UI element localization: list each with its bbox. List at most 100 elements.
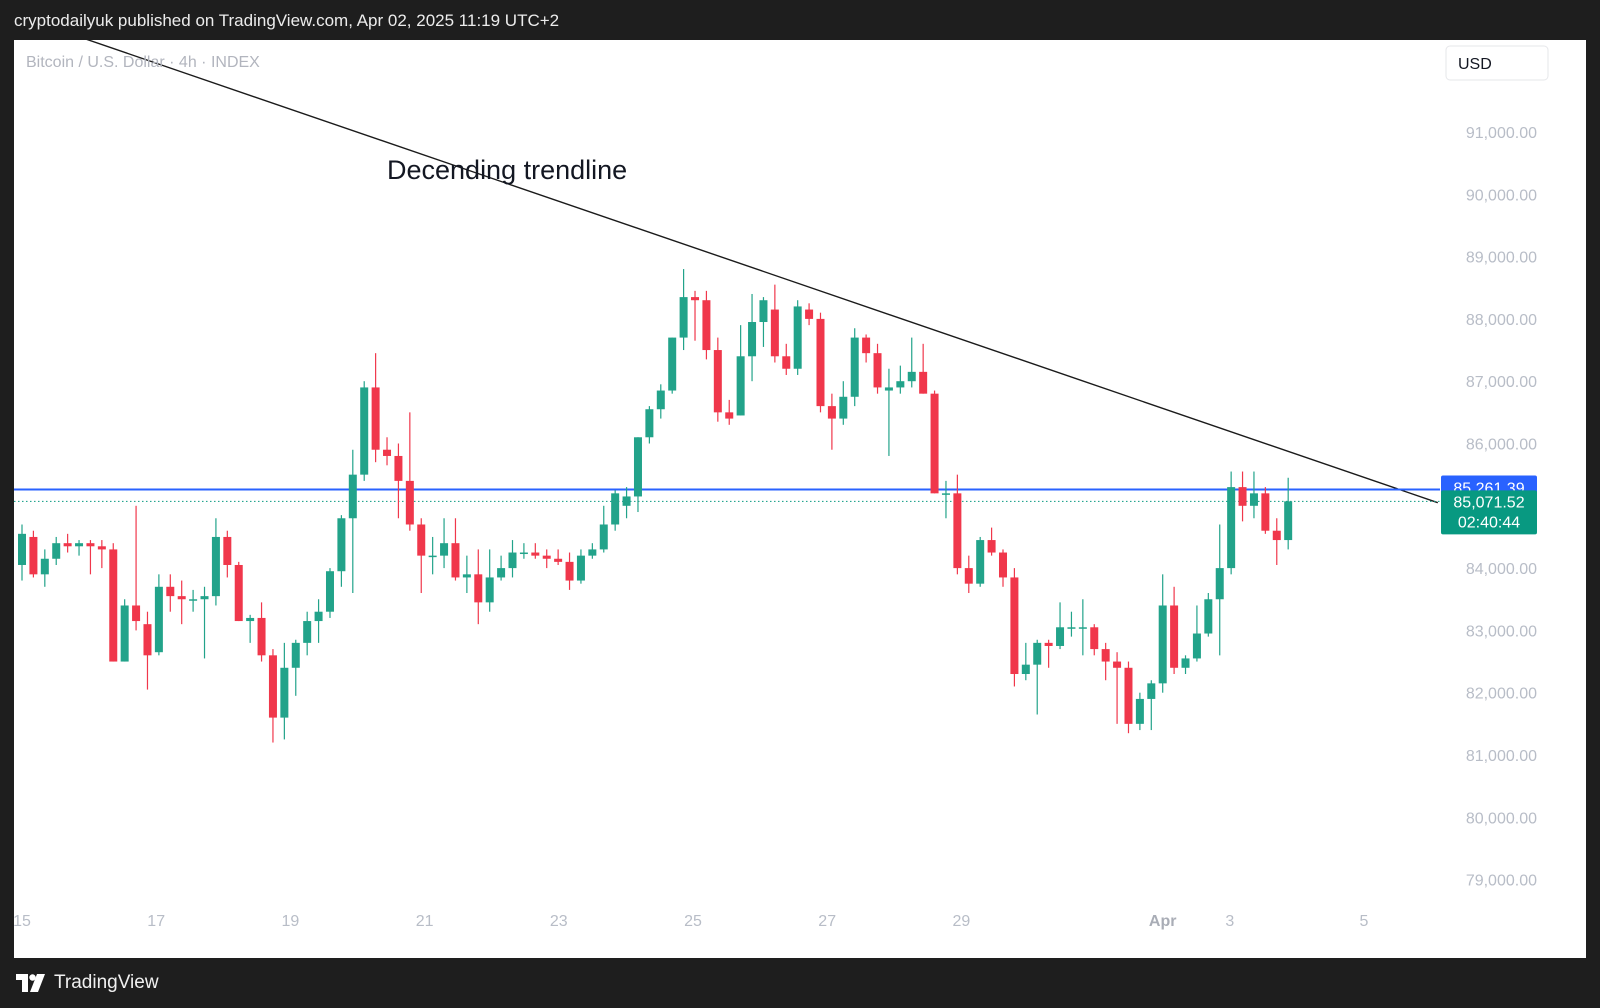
- candlestick-chart[interactable]: Decending trendline 85,261.3985,071.5202…: [14, 40, 1586, 958]
- candle-down[interactable]: [166, 574, 175, 612]
- candle-up[interactable]: [1067, 611, 1076, 637]
- candle-up[interactable]: [599, 505, 608, 553]
- candle-up[interactable]: [497, 555, 506, 581]
- candle-up[interactable]: [976, 536, 985, 587]
- candle-down[interactable]: [29, 530, 38, 578]
- candle-up[interactable]: [1135, 692, 1144, 731]
- chart-panel[interactable]: Decending trendline 85,261.39 85,071.52 02…: [14, 40, 1586, 958]
- candle-down[interactable]: [953, 474, 962, 575]
- currency-button[interactable]: USD: [1445, 45, 1549, 81]
- candle-down[interactable]: [1238, 471, 1247, 522]
- candle-down[interactable]: [1090, 624, 1099, 656]
- candle-up[interactable]: [325, 568, 334, 618]
- candle-down[interactable]: [1113, 652, 1122, 724]
- candle-up[interactable]: [633, 437, 642, 513]
- candle-down[interactable]: [782, 343, 791, 375]
- candle-up[interactable]: [462, 555, 471, 594]
- candle-up[interactable]: [793, 300, 802, 375]
- candle-down[interactable]: [394, 443, 403, 519]
- candle-up[interactable]: [1181, 655, 1190, 675]
- candle-down[interactable]: [805, 303, 814, 326]
- candle-down[interactable]: [554, 549, 563, 565]
- candle-up[interactable]: [1021, 642, 1030, 681]
- candle-down[interactable]: [97, 540, 106, 569]
- candle-down[interactable]: [702, 290, 711, 360]
- candle-up[interactable]: [337, 515, 346, 587]
- candle-up[interactable]: [941, 480, 950, 519]
- candle-down[interactable]: [417, 518, 426, 594]
- candle-up[interactable]: [1204, 593, 1213, 637]
- candle-up[interactable]: [736, 325, 745, 416]
- candle-up[interactable]: [576, 549, 585, 584]
- candle-down[interactable]: [827, 393, 836, 450]
- candle-up[interactable]: [656, 384, 665, 419]
- candle-up[interactable]: [348, 449, 357, 594]
- candle-up[interactable]: [850, 328, 859, 407]
- candle-up[interactable]: [154, 574, 163, 656]
- candle-down[interactable]: [223, 530, 232, 578]
- candle-up[interactable]: [303, 611, 312, 656]
- candle-down[interactable]: [531, 543, 540, 559]
- candle-up[interactable]: [120, 599, 129, 662]
- candle-up[interactable]: [1227, 471, 1236, 575]
- candle-up[interactable]: [588, 543, 597, 559]
- candle-up[interactable]: [1056, 602, 1065, 650]
- candle-down[interactable]: [713, 337, 722, 422]
- candle-up[interactable]: [200, 586, 209, 659]
- candle-up[interactable]: [1215, 524, 1224, 656]
- candle-down[interactable]: [132, 505, 141, 631]
- candle-up[interactable]: [18, 524, 26, 581]
- candle-up[interactable]: [1078, 599, 1087, 656]
- candle-up[interactable]: [428, 536, 437, 575]
- candle-down[interactable]: [63, 533, 72, 553]
- candle-up[interactable]: [211, 518, 220, 606]
- candle-down[interactable]: [1124, 661, 1133, 734]
- candle-down[interactable]: [816, 312, 825, 413]
- candle-down[interactable]: [405, 412, 414, 531]
- candle-down[interactable]: [987, 527, 996, 556]
- candle-up[interactable]: [485, 549, 494, 612]
- candle-down[interactable]: [86, 540, 95, 575]
- candle-up[interactable]: [679, 269, 688, 351]
- candle-up[interactable]: [1249, 471, 1258, 519]
- candle-up[interactable]: [896, 365, 905, 394]
- candle-down[interactable]: [143, 611, 152, 690]
- candle-up[interactable]: [360, 381, 369, 481]
- candle-down[interactable]: [542, 549, 551, 569]
- candle-up[interactable]: [280, 642, 289, 740]
- candle-up[interactable]: [645, 406, 654, 444]
- candle-up[interactable]: [1192, 605, 1201, 662]
- candle-up[interactable]: [1284, 477, 1293, 550]
- candle-up[interactable]: [907, 337, 916, 388]
- candle-up[interactable]: [839, 381, 848, 425]
- candle-down[interactable]: [371, 353, 380, 463]
- candle-down[interactable]: [1261, 487, 1270, 534]
- candle-up[interactable]: [508, 540, 517, 578]
- candle-down[interactable]: [1272, 518, 1281, 565]
- candle-up[interactable]: [440, 518, 449, 569]
- candle-down[interactable]: [234, 561, 243, 622]
- candle-down[interactable]: [1010, 568, 1019, 687]
- candle-down[interactable]: [1101, 642, 1110, 681]
- candle-up[interactable]: [611, 490, 620, 531]
- candle-down[interactable]: [268, 649, 277, 743]
- candle-down[interactable]: [474, 549, 483, 625]
- candle-up[interactable]: [884, 368, 893, 456]
- candle-up[interactable]: [748, 293, 757, 382]
- candle-down[interactable]: [919, 343, 928, 394]
- candle-up[interactable]: [246, 614, 255, 643]
- candle-up[interactable]: [668, 337, 677, 394]
- candle-up[interactable]: [314, 599, 323, 643]
- candle-down[interactable]: [1044, 639, 1053, 668]
- candle-down[interactable]: [770, 284, 779, 363]
- candle-up[interactable]: [759, 297, 768, 347]
- candle-up[interactable]: [622, 487, 631, 519]
- candle-down[interactable]: [725, 399, 734, 425]
- candle-up[interactable]: [291, 639, 300, 696]
- candle-up[interactable]: [52, 536, 61, 565]
- candle-up[interactable]: [40, 549, 49, 587]
- candle-down[interactable]: [451, 518, 460, 581]
- candle-up[interactable]: [1147, 680, 1156, 731]
- candle-down[interactable]: [999, 549, 1008, 587]
- candle-down[interactable]: [565, 552, 574, 590]
